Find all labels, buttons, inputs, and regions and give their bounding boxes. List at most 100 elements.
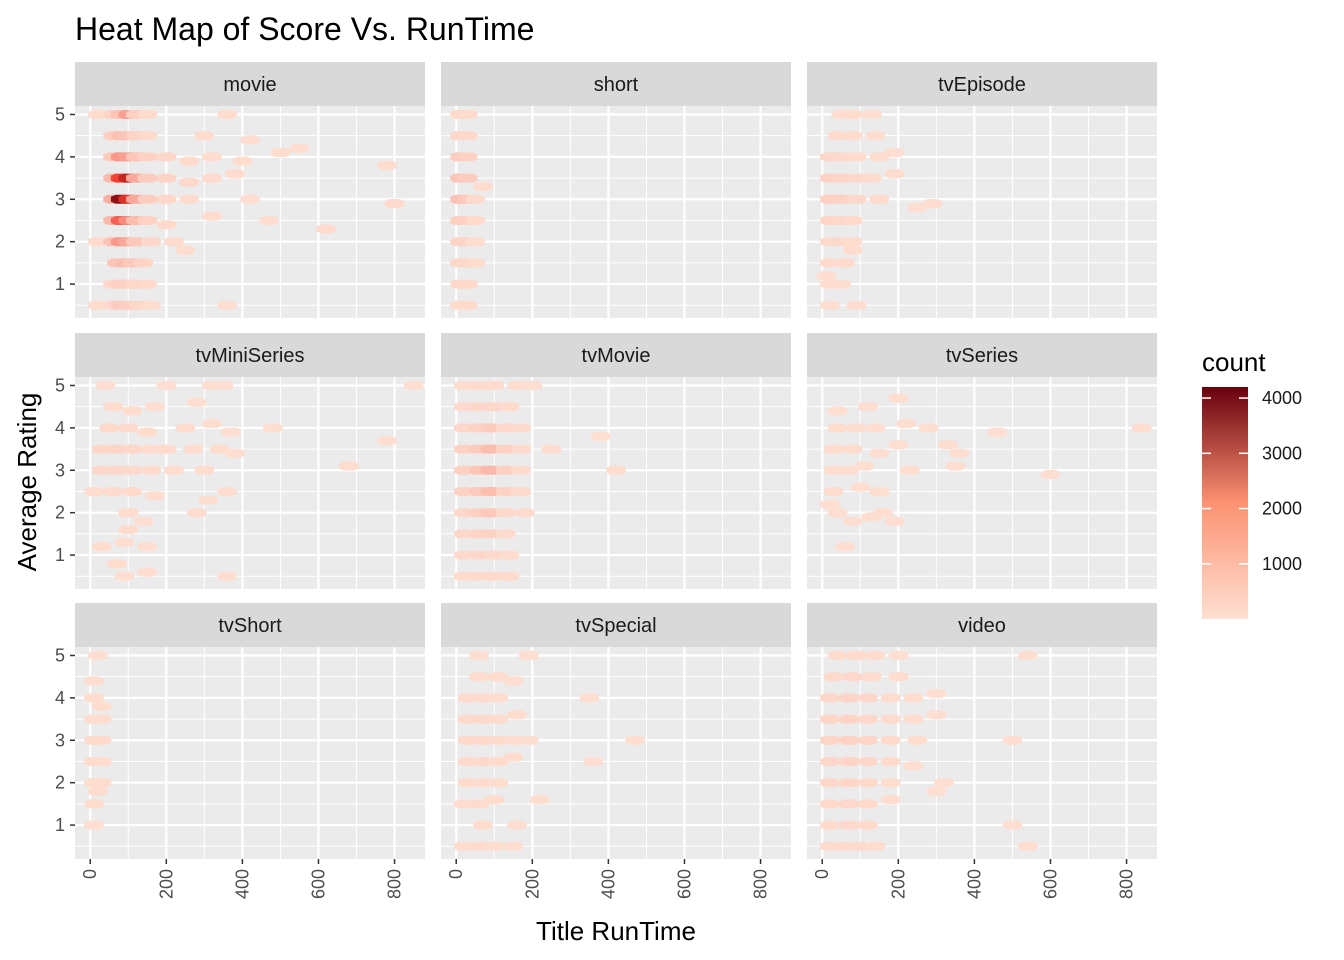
heat-cell bbox=[339, 461, 359, 471]
heat-cell bbox=[926, 786, 947, 796]
heat-cell bbox=[107, 465, 127, 475]
heat-cell bbox=[839, 465, 859, 475]
x-tick-label: 400 bbox=[232, 869, 252, 899]
heat-cell bbox=[377, 436, 397, 446]
heat-cell bbox=[499, 550, 520, 560]
x-tick-label: 400 bbox=[964, 869, 984, 899]
heat-cell bbox=[827, 406, 848, 416]
heat-cell bbox=[888, 440, 909, 450]
heat-cell bbox=[484, 550, 504, 560]
heat-cell bbox=[583, 757, 603, 766]
heat-cell bbox=[888, 672, 909, 682]
heat-cell bbox=[99, 423, 119, 433]
facet-plot-area bbox=[441, 106, 791, 318]
heat-cell bbox=[495, 444, 516, 454]
heat-cell bbox=[469, 651, 489, 660]
heat-cell bbox=[842, 444, 863, 454]
facet-strip bbox=[75, 603, 425, 647]
heat-cell bbox=[839, 693, 859, 703]
heat-cell bbox=[91, 735, 112, 745]
heat-cell bbox=[880, 735, 901, 745]
y-tick-label: 4 bbox=[55, 418, 65, 438]
heat-cell bbox=[194, 465, 215, 475]
heat-cell bbox=[240, 135, 260, 145]
heat-cell bbox=[831, 279, 851, 289]
heat-cell bbox=[122, 406, 142, 416]
y-tick-label: 2 bbox=[55, 503, 65, 523]
heat-cell bbox=[225, 169, 245, 179]
facet-panel-tvMiniSeries: tvMiniSeries 1 2 3 4 5 bbox=[55, 333, 425, 589]
heat-cell bbox=[919, 423, 939, 433]
heat-cells bbox=[84, 651, 112, 830]
heat-cell bbox=[835, 542, 855, 552]
heat-cell bbox=[827, 651, 848, 660]
heat-cell bbox=[839, 778, 859, 788]
heat-cell bbox=[842, 516, 863, 526]
heat-cell bbox=[869, 152, 889, 162]
heat-cell bbox=[858, 735, 878, 745]
facet-strip-label: tvMovie bbox=[582, 345, 651, 367]
heat-cell bbox=[858, 799, 878, 809]
heat-cell bbox=[503, 676, 523, 686]
heat-cell bbox=[270, 148, 291, 158]
heat-cell bbox=[107, 559, 127, 569]
x-tick-label: 400 bbox=[598, 869, 618, 899]
heat-cell bbox=[187, 508, 207, 518]
heat-cell bbox=[888, 651, 909, 660]
facet-panel-short: short bbox=[441, 62, 791, 318]
heat-cell bbox=[900, 465, 920, 475]
heat-cell bbox=[209, 444, 230, 454]
facet-strip bbox=[807, 603, 1157, 647]
heat-cell bbox=[457, 735, 478, 745]
heat-cell bbox=[137, 542, 157, 552]
facet-panel-tvMovie: tvMovie bbox=[441, 333, 791, 589]
y-tick-label: 5 bbox=[55, 104, 65, 124]
heat-cell bbox=[880, 757, 901, 766]
heat-cell bbox=[850, 841, 870, 851]
heat-cell bbox=[858, 778, 878, 788]
heat-cell bbox=[469, 550, 489, 560]
heat-cell bbox=[827, 131, 848, 141]
heat-cells bbox=[816, 110, 943, 310]
heat-cell bbox=[137, 131, 157, 141]
x-tick-label: 600 bbox=[308, 869, 328, 899]
heat-cell bbox=[858, 714, 878, 724]
heat-cell bbox=[122, 487, 142, 496]
x-tick-label: 200 bbox=[156, 869, 176, 899]
heat-cell bbox=[987, 427, 1007, 437]
heat-cell bbox=[289, 143, 310, 153]
y-tick-label: 4 bbox=[55, 147, 65, 167]
heat-cell bbox=[91, 465, 112, 475]
heat-cell bbox=[488, 693, 508, 703]
heat-cell bbox=[194, 131, 215, 141]
heat-cell bbox=[484, 795, 504, 805]
heat-cell bbox=[484, 841, 504, 851]
heat-cell bbox=[850, 482, 870, 492]
heat-cell bbox=[240, 194, 260, 204]
heat-cell bbox=[263, 423, 283, 433]
heat-cell bbox=[820, 799, 840, 809]
heat-cell bbox=[827, 423, 848, 433]
legend-title: count bbox=[1202, 347, 1266, 377]
heat-cell bbox=[488, 757, 508, 766]
heat-cell bbox=[903, 761, 924, 771]
heat-cell bbox=[861, 110, 882, 119]
heat-cell bbox=[480, 423, 501, 433]
heat-cell bbox=[884, 169, 905, 179]
heat-cell bbox=[514, 508, 535, 518]
heat-cell bbox=[1017, 841, 1038, 851]
legend-tick-label: 3000 bbox=[1262, 443, 1302, 463]
y-tick-label: 1 bbox=[55, 274, 65, 294]
y-axis-title: Average Rating bbox=[12, 393, 42, 572]
x-tick-label: 0 bbox=[80, 869, 100, 879]
heat-cell bbox=[137, 216, 157, 225]
heat-cell bbox=[820, 693, 840, 703]
heat-cell bbox=[84, 820, 104, 830]
heat-cell bbox=[384, 199, 405, 208]
heat-cell bbox=[880, 693, 901, 703]
heat-cell bbox=[118, 508, 138, 518]
heat-cell bbox=[473, 778, 493, 788]
heat-cell bbox=[869, 487, 889, 496]
heat-cell bbox=[820, 714, 840, 724]
heat-cell bbox=[839, 757, 859, 766]
